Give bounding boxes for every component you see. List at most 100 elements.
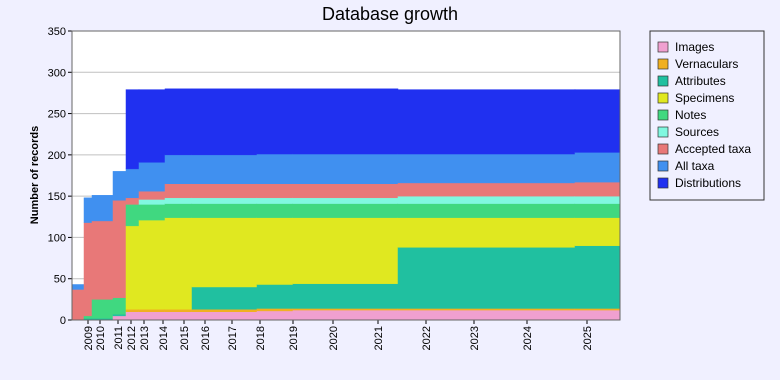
area-segment [164, 203, 193, 218]
area-segment [256, 88, 294, 155]
area-segment [292, 153, 399, 185]
area-segment [191, 217, 258, 288]
area-segment [256, 310, 294, 321]
y-axis-label: Number of records [29, 126, 41, 224]
area-segment [397, 203, 576, 218]
area-segment [292, 203, 399, 218]
legend-label: Specimens [675, 91, 734, 105]
area-segment [138, 204, 166, 221]
legend-swatch [657, 109, 669, 121]
y-tick-label: 0 [60, 315, 66, 327]
legend-swatch [657, 126, 669, 138]
area-segment [83, 315, 93, 319]
legend-label: Sources [675, 125, 719, 139]
x-tick-label: 2014 [158, 326, 170, 350]
area-segment [397, 247, 576, 309]
area-segment [164, 311, 193, 321]
legend-label: Distributions [675, 176, 741, 190]
x-tick-label: 2025 [582, 326, 594, 350]
x-tick-label: 2009 [83, 326, 95, 350]
area-segment [125, 225, 140, 310]
plot-border [71, 30, 621, 321]
area-segment [574, 245, 621, 309]
area-segment [138, 89, 166, 163]
legend-swatch [657, 58, 669, 70]
x-tick-label: 2021 [373, 326, 385, 350]
area-segment [83, 222, 93, 317]
legend-label: Notes [675, 108, 706, 122]
legend-swatch [657, 75, 669, 87]
x-tick-label: 2012 [126, 326, 138, 350]
x-tick-label: 2024 [522, 326, 534, 350]
area-segment [91, 220, 114, 300]
area-segment [164, 217, 193, 310]
area-segment [112, 297, 127, 315]
y-tick-label: 300 [48, 67, 66, 79]
area-segment [256, 183, 294, 199]
x-tick-label: 2023 [469, 326, 481, 350]
area-segment [112, 200, 127, 298]
area-segment [138, 190, 166, 200]
area-segment [191, 309, 258, 312]
area-segment [164, 183, 193, 199]
area-segment [164, 88, 193, 156]
area-segment [138, 311, 166, 321]
area-segment [71, 284, 85, 290]
x-tick-label: 2019 [288, 326, 300, 350]
legend-swatch [657, 92, 669, 104]
legend-swatch [657, 143, 669, 155]
area-segment [164, 309, 193, 312]
legend-swatch [657, 160, 669, 172]
x-tick-label: 2016 [200, 326, 212, 350]
area-segment [112, 315, 127, 321]
legend-label: Attributes [675, 74, 726, 88]
x-tick-label: 2022 [421, 326, 433, 350]
area-segment [112, 171, 127, 201]
y-tick-label: 200 [48, 150, 66, 162]
legend-label: Accepted taxa [675, 142, 751, 156]
area-segment [256, 217, 294, 285]
area-segment [91, 195, 114, 222]
area-segment [397, 309, 576, 321]
legend [649, 30, 765, 201]
y-tick-label: 150 [48, 191, 66, 203]
area-segment [125, 311, 140, 321]
area-segment [292, 183, 399, 199]
area-segment [83, 197, 93, 223]
area-segment [91, 299, 114, 319]
area-segment [191, 154, 258, 185]
area-segment [574, 195, 621, 204]
y-tick-label: 100 [48, 232, 66, 244]
area-segment [191, 203, 258, 218]
x-tick-label: 2013 [139, 326, 151, 350]
x-tick-label: 2017 [227, 326, 239, 350]
legend-label: All taxa [675, 159, 715, 173]
area-segment [292, 197, 399, 204]
area-segment [397, 195, 576, 204]
y-tick-label: 350 [48, 26, 66, 38]
area-segment [256, 153, 294, 185]
area-segment [125, 168, 140, 199]
area-segment [256, 203, 294, 218]
area-segment [138, 162, 166, 192]
area-segment [191, 88, 258, 156]
area-segment [138, 219, 166, 310]
area-segment [138, 199, 166, 205]
area-segment [574, 89, 621, 153]
area-segment [397, 217, 576, 248]
x-tick-label: 2011 [113, 326, 125, 350]
area-segment [574, 217, 621, 246]
area-segment [574, 203, 621, 218]
area-segment [574, 309, 621, 321]
x-tick-label: 2015 [179, 326, 191, 350]
area-segment [292, 217, 399, 284]
area-segment [191, 197, 258, 204]
chart-title: Database growth [322, 4, 458, 24]
area-segment [397, 182, 576, 197]
area-segment [191, 183, 258, 199]
area-segment [574, 152, 621, 183]
area-segment [125, 309, 140, 312]
area-segment [256, 308, 294, 312]
area-segment [397, 153, 576, 184]
